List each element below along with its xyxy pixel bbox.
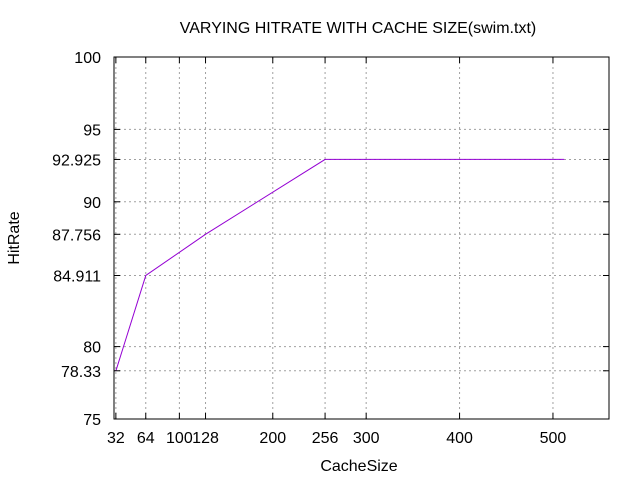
y-tick-label: 87.756 (52, 227, 101, 244)
x-tick-label: 300 (353, 430, 380, 447)
x-tick-label: 400 (446, 430, 473, 447)
x-tick-label: 100 (166, 430, 193, 447)
series-layer (115, 158, 565, 371)
x-axis-label: CacheSize (320, 458, 397, 475)
y-tick-label: 75 (83, 412, 101, 429)
x-tick-label: 500 (540, 430, 567, 447)
y-tick-label: 84.911 (53, 268, 101, 285)
x-tick-label: 200 (259, 430, 286, 447)
series-line (115, 158, 565, 371)
x-tick-label: 128 (192, 430, 219, 447)
y-tick-label: 78.33 (61, 364, 101, 381)
x-tick-label: 256 (312, 430, 339, 447)
y-tick-labels: 75 78.33 80 84.911 87.756 90 92.925 95 100 (52, 50, 101, 429)
ticks (114, 56, 609, 420)
y-tick-label: 90 (83, 195, 101, 212)
y-tick-label: 80 (83, 340, 101, 357)
x-tick-label: 64 (137, 430, 155, 447)
y-axis-label: HitRate (6, 211, 23, 264)
y-tick-label: 95 (83, 122, 101, 139)
chart-title: VARYING HITRATE WITH CACHE SIZE(swim.txt… (180, 20, 536, 37)
plot-frame (113, 56, 610, 420)
x-tick-labels: 32 64 100 128 200 256 300 400 500 (107, 430, 566, 447)
y-tick-label: 92.925 (52, 152, 101, 169)
grid (114, 56, 609, 420)
x-tick-label: 32 (107, 430, 125, 447)
y-tick-label: 100 (74, 50, 101, 67)
